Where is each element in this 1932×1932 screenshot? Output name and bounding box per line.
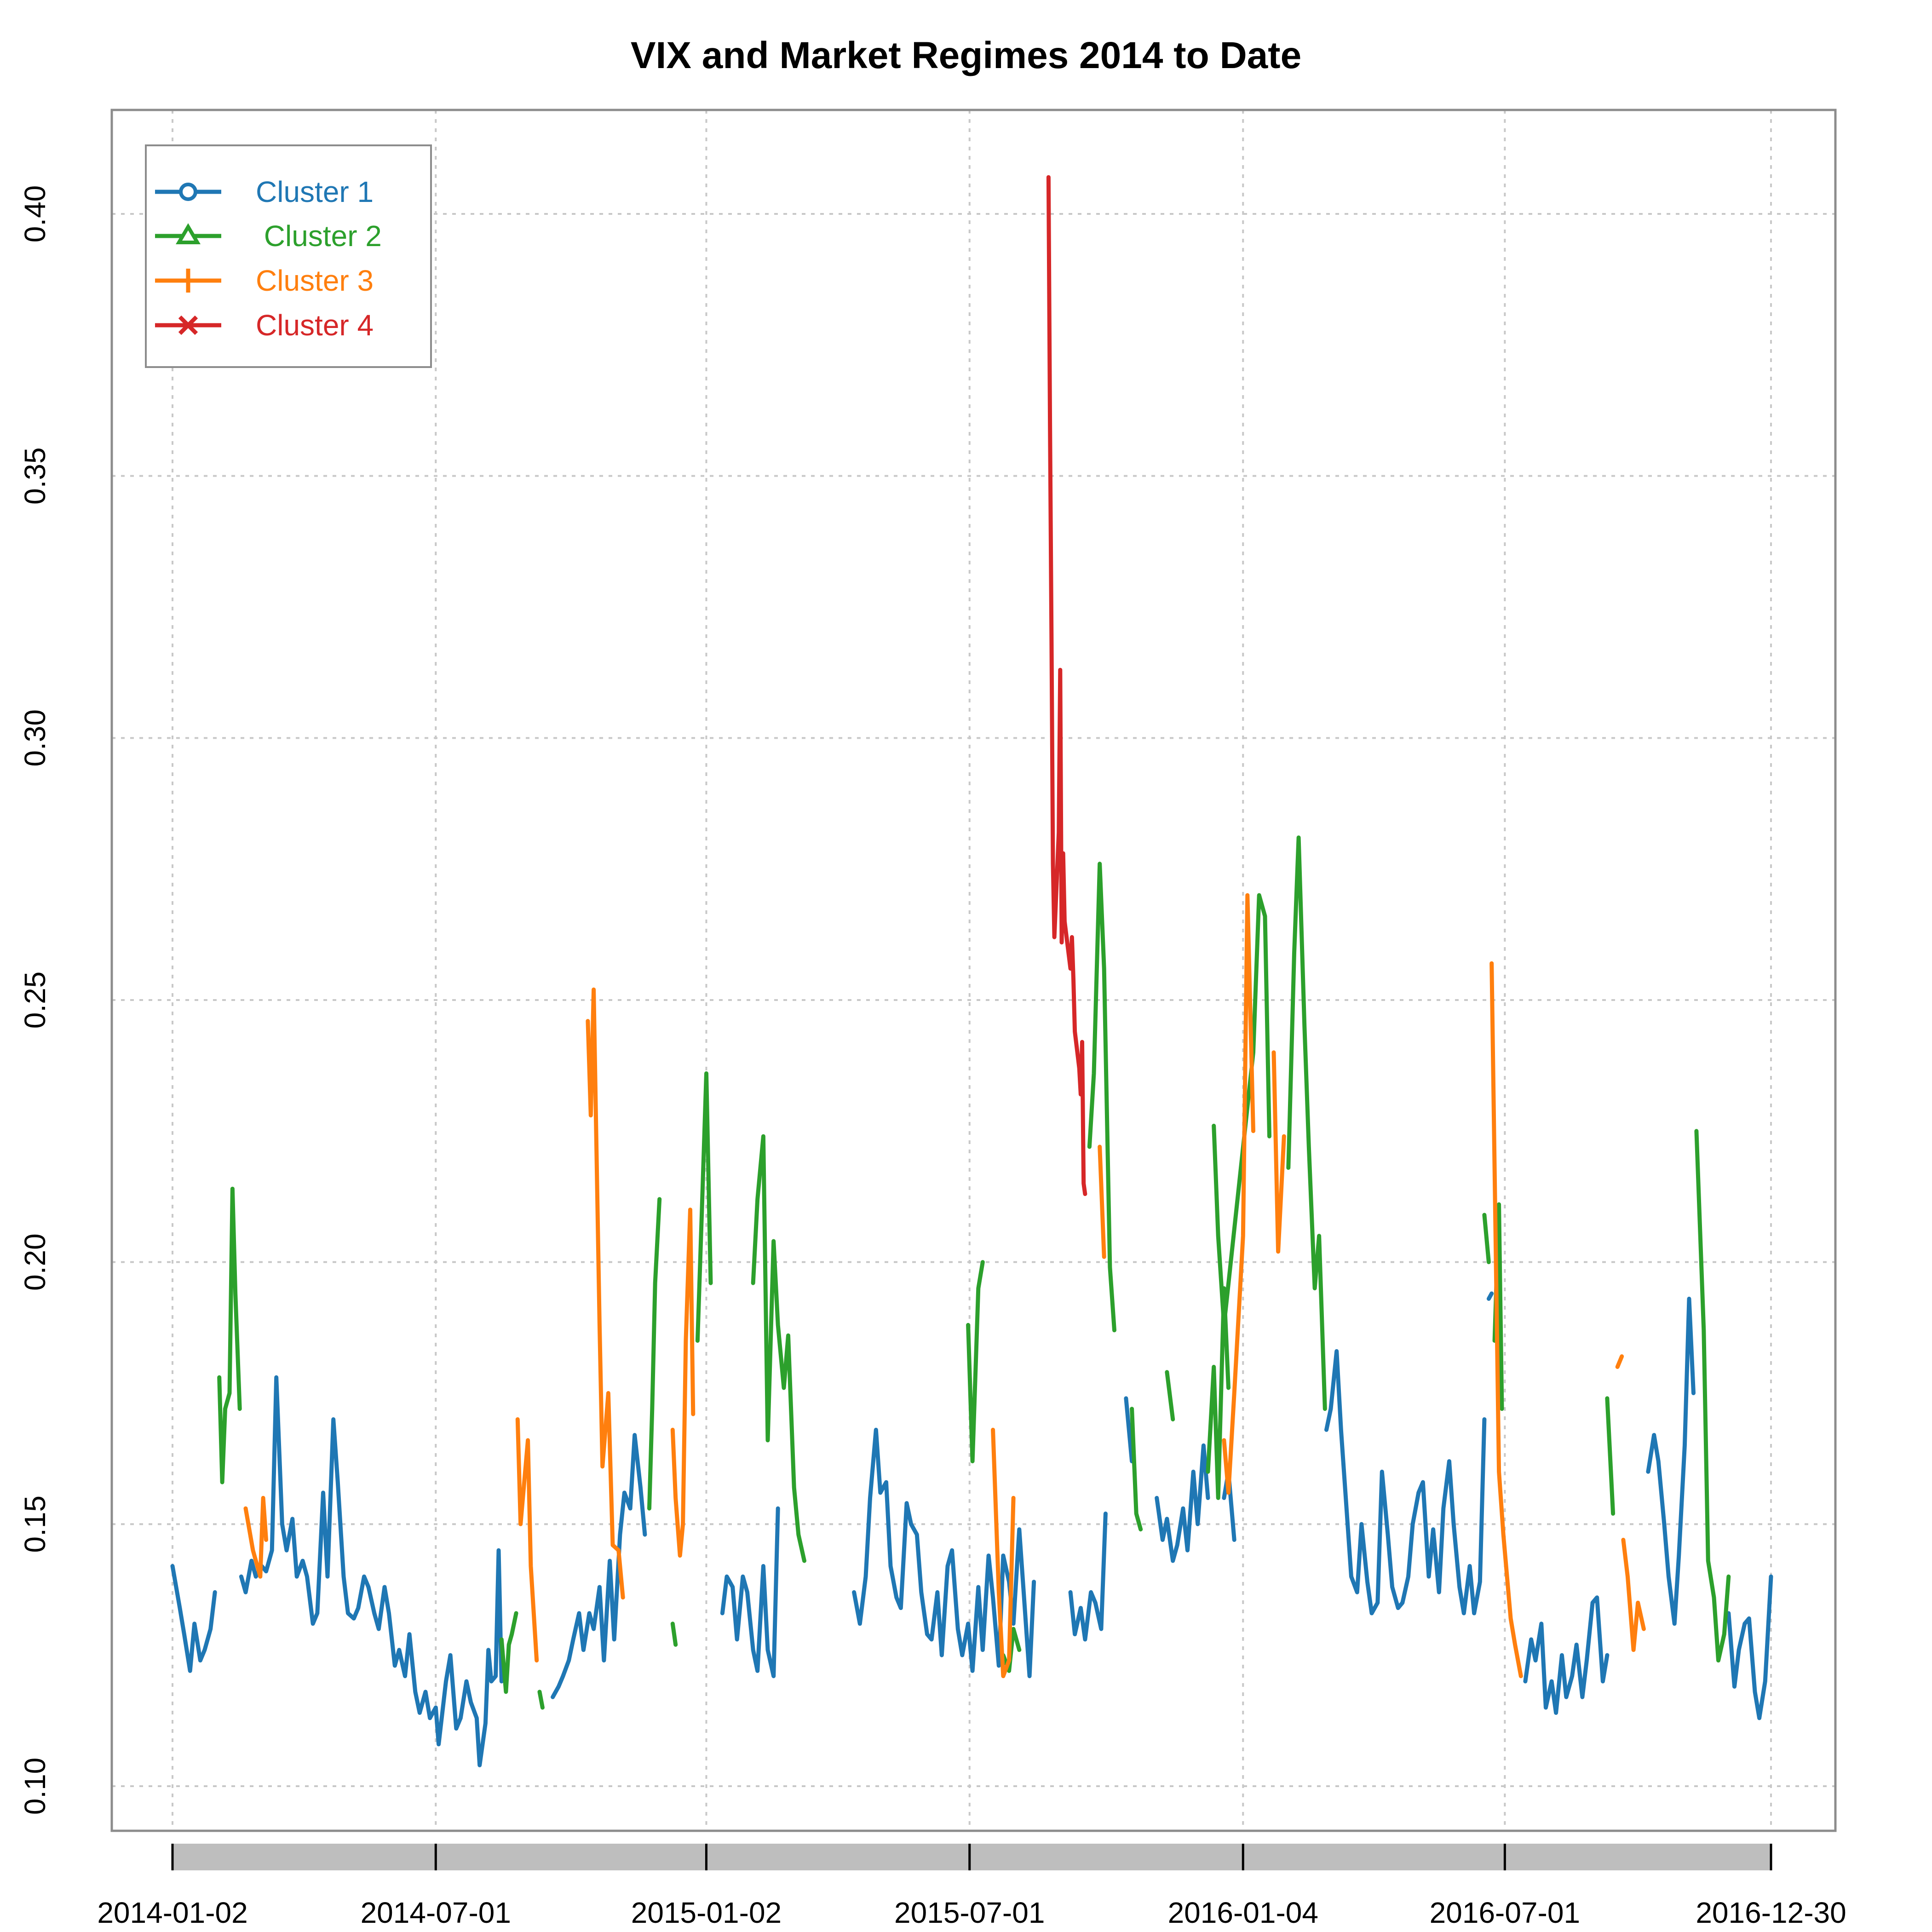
x-marker-icon <box>178 315 198 335</box>
cluster-1-line-segment <box>1124 1396 1134 1464</box>
legend-item: Cluster 4 <box>155 309 374 342</box>
series-cluster-2 <box>217 835 1731 1710</box>
cluster-3-line-segment <box>1621 1538 1646 1652</box>
legend-label: Cluster 4 <box>256 309 374 342</box>
y-tick-label: 0.20 <box>18 1233 52 1291</box>
cluster-2-line-segment <box>1694 1129 1731 1663</box>
cluster-3-line-segment <box>670 1208 696 1558</box>
legend-item: Cluster 1 <box>155 175 374 208</box>
cluster-1-line-segment <box>239 1375 504 1767</box>
circle-marker-icon <box>179 183 197 201</box>
plot-area <box>170 175 1773 1767</box>
cluster-2-line-segment <box>1605 1396 1616 1516</box>
cluster-1-line-segment <box>170 1564 217 1673</box>
y-tick-label: 0.10 <box>18 1758 52 1815</box>
x-tick-label: 2015-01-02 <box>631 1896 782 1929</box>
cluster-3-line-segment <box>991 1427 1016 1679</box>
x-tick-label: 2015-07-01 <box>894 1896 1045 1929</box>
cluster-3-line-segment <box>1098 1144 1106 1259</box>
y-tick-label: 0.35 <box>18 447 52 505</box>
x-tick-label: 2016-01-04 <box>1168 1896 1318 1929</box>
cluster-2-line-segment <box>1130 1407 1143 1532</box>
cluster-1-line-segment <box>1486 1291 1494 1301</box>
cluster-1-line-segment <box>1155 1443 1210 1563</box>
cluster-2-line-segment <box>217 1186 242 1484</box>
cluster-3-line-segment <box>515 1417 539 1663</box>
series-cluster-3 <box>243 893 1646 1679</box>
cluster-2-line-segment <box>1286 835 1327 1411</box>
cluster-1-line-segment <box>1324 1349 1487 1616</box>
y-tick-label: 0.30 <box>18 709 52 767</box>
cluster-1-line-segment <box>720 1506 780 1679</box>
cluster-2-line-segment <box>670 1622 678 1647</box>
x-axis: 2014-01-02 2014-07-01 2015-01-02 2015-07-01… <box>97 1844 1846 1929</box>
y-axis: 0.10 0.15 0.20 0.25 0.30 0.35 0.40 <box>18 185 52 1815</box>
plot-frame <box>110 109 1837 1832</box>
x-axis-band <box>172 1844 1771 1870</box>
legend-item: Cluster 2 <box>155 219 382 253</box>
triangle-marker-icon <box>176 223 201 244</box>
cluster-2-line-segment <box>966 1260 985 1464</box>
series-cluster-4 <box>1046 175 1087 1196</box>
cluster-3-line-segment <box>1615 1354 1624 1369</box>
cluster-1-line-segment <box>551 1433 647 1699</box>
cluster-2-line-segment <box>1087 862 1116 1333</box>
series-cluster-1 <box>170 1291 1773 1767</box>
cluster-2-line-segment <box>1165 1370 1175 1421</box>
cluster-3-line-segment <box>1489 961 1523 1679</box>
legend-item: Cluster 3 <box>155 264 374 297</box>
cluster-1-line-segment <box>1646 1296 1696 1626</box>
legend-label: Cluster 3 <box>256 264 374 297</box>
cluster-3-line-segment <box>243 1495 268 1579</box>
cluster-2-line-segment <box>1482 1213 1491 1265</box>
y-tick-label: 0.40 <box>18 185 52 243</box>
cluster-1-line-segment <box>852 1427 1036 1679</box>
cluster-2-line-segment <box>537 1690 545 1710</box>
cluster-1-line-segment <box>1726 1574 1773 1720</box>
cluster-3-line-segment <box>1222 893 1255 1495</box>
cluster-1-line-segment <box>1068 1512 1108 1642</box>
y-tick-label: 0.15 <box>18 1495 52 1553</box>
y-tick-label: 0.25 <box>18 972 52 1029</box>
x-tick-label: 2016-12-30 <box>1696 1896 1846 1929</box>
cluster-3-line-segment <box>1271 1050 1286 1254</box>
chart-title: VIX and Market Regimes 2014 to Date <box>631 34 1301 76</box>
cluster-2-line-segment <box>647 1197 662 1511</box>
cluster-2-line-segment <box>499 1611 518 1694</box>
x-tick-label: 2014-07-01 <box>361 1896 511 1929</box>
legend-label: Cluster 1 <box>256 175 374 208</box>
cluster-4-line-segment <box>1046 175 1087 1196</box>
cluster-2-line-segment <box>695 1071 713 1343</box>
gridlines <box>112 110 1835 1831</box>
x-tick-label: 2016-07-01 <box>1430 1896 1580 1929</box>
cluster-3-line-segment <box>586 987 625 1600</box>
cluster-2-line-segment <box>751 1134 806 1563</box>
legend-label: Cluster 2 <box>256 219 382 253</box>
x-tick-label: 2014-01-02 <box>97 1896 247 1929</box>
legend: Cluster 1 Cluster 2 Cluster 3 Cluster 4 <box>145 144 432 368</box>
cluster-1-line-segment <box>1523 1595 1610 1715</box>
